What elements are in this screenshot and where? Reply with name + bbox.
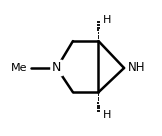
Text: H: H [103,15,111,24]
Text: Me: Me [11,63,27,73]
Text: H: H [103,110,111,120]
Text: N: N [52,61,61,75]
Text: NH: NH [128,61,146,75]
